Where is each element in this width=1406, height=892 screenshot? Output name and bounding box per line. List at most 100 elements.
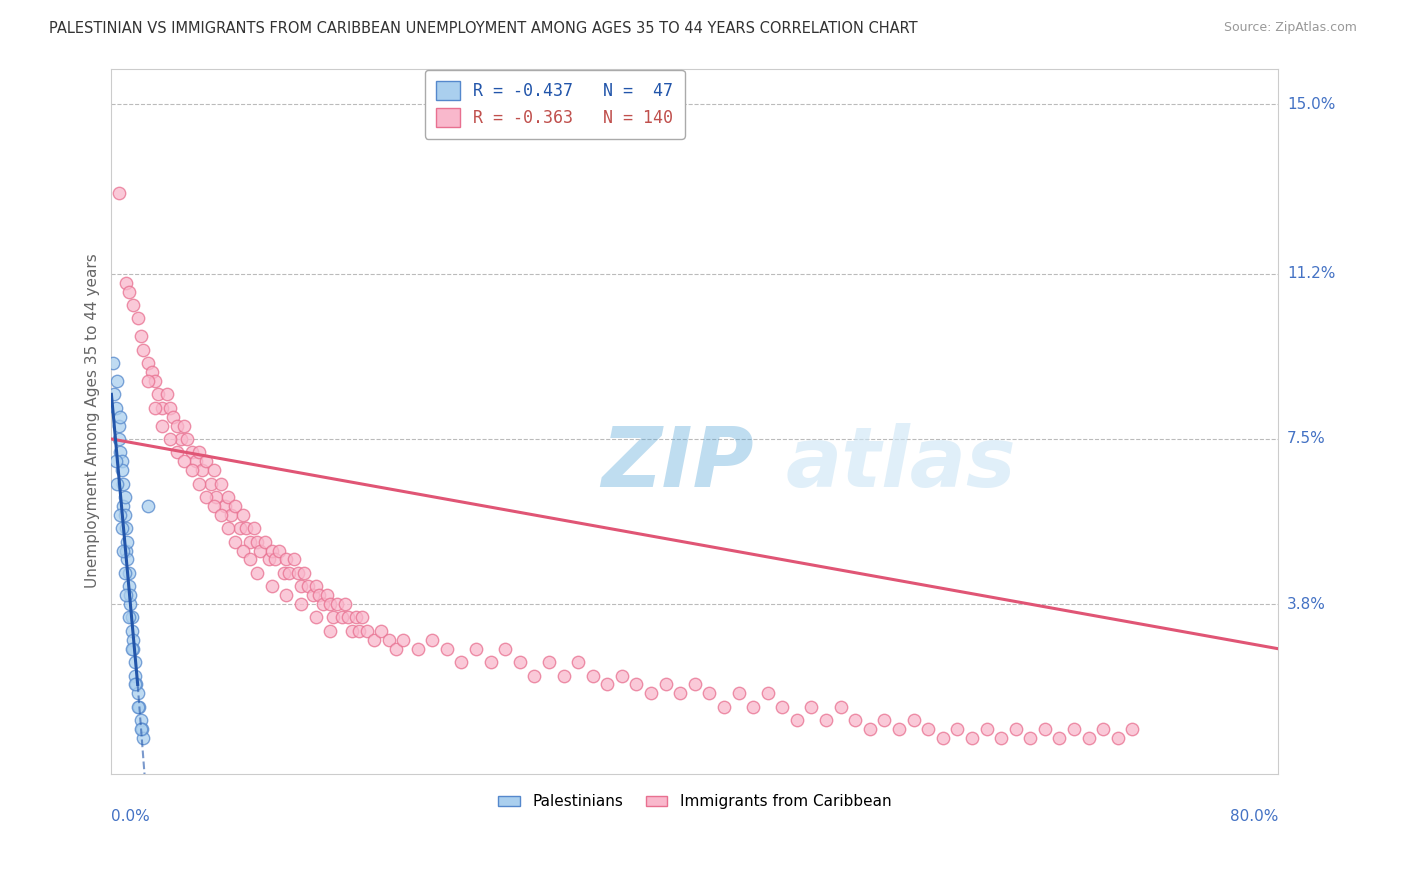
Point	[567, 655, 589, 669]
Point	[120, 588, 142, 602]
Point	[121, 641, 143, 656]
Point	[312, 597, 335, 611]
Point	[887, 722, 910, 736]
Point	[377, 632, 399, 647]
Point	[224, 534, 246, 549]
Point	[330, 610, 353, 624]
Point	[340, 624, 363, 638]
Point	[553, 668, 575, 682]
Point	[253, 534, 276, 549]
Point	[143, 401, 166, 415]
Point	[246, 566, 269, 580]
Point	[107, 432, 129, 446]
Point	[1092, 722, 1115, 736]
Point	[124, 677, 146, 691]
Point	[1063, 722, 1085, 736]
Point	[420, 632, 443, 647]
Point	[115, 588, 138, 602]
Point	[129, 713, 152, 727]
Point	[257, 552, 280, 566]
Point	[683, 677, 706, 691]
Point	[112, 499, 135, 513]
Point	[114, 566, 136, 580]
Point	[304, 610, 326, 624]
Point	[239, 534, 262, 549]
Point	[111, 521, 134, 535]
Point	[217, 521, 239, 535]
Point	[229, 521, 252, 535]
Point	[450, 655, 472, 669]
Point	[129, 329, 152, 343]
Point	[170, 432, 193, 446]
Point	[217, 490, 239, 504]
Point	[108, 508, 131, 522]
Point	[283, 552, 305, 566]
Point	[143, 374, 166, 388]
Point	[727, 686, 749, 700]
Point	[195, 490, 218, 504]
Point	[260, 543, 283, 558]
Point	[118, 579, 141, 593]
Point	[162, 409, 184, 424]
Point	[352, 610, 374, 624]
Text: atlas: atlas	[786, 423, 1017, 504]
Point	[104, 401, 127, 415]
Point	[205, 490, 228, 504]
Text: 80.0%: 80.0%	[1230, 809, 1278, 824]
Point	[115, 276, 138, 290]
Point	[278, 566, 301, 580]
Text: 15.0%: 15.0%	[1286, 96, 1336, 112]
Point	[243, 521, 266, 535]
Point	[114, 490, 136, 504]
Point	[319, 597, 342, 611]
Point	[176, 432, 198, 446]
Point	[152, 418, 174, 433]
Point	[127, 699, 149, 714]
Point	[124, 655, 146, 669]
Point	[132, 343, 155, 357]
Text: 7.5%: 7.5%	[1286, 432, 1326, 447]
Point	[249, 543, 271, 558]
Point	[326, 597, 349, 611]
Text: 0.0%: 0.0%	[111, 809, 150, 824]
Point	[120, 597, 142, 611]
Point	[180, 445, 202, 459]
Point	[301, 588, 323, 602]
Point	[1077, 731, 1099, 745]
Point	[316, 588, 339, 602]
Point	[509, 655, 531, 669]
Point	[101, 356, 124, 370]
Point	[1121, 722, 1143, 736]
Point	[108, 409, 131, 424]
Point	[260, 579, 283, 593]
Point	[873, 713, 896, 727]
Point	[105, 374, 128, 388]
Point	[239, 552, 262, 566]
Text: 11.2%: 11.2%	[1286, 267, 1336, 281]
Point	[770, 699, 793, 714]
Point	[136, 356, 159, 370]
Point	[297, 579, 319, 593]
Point	[669, 686, 692, 700]
Point	[108, 445, 131, 459]
Point	[129, 722, 152, 736]
Point	[159, 432, 181, 446]
Point	[976, 722, 998, 736]
Point	[112, 476, 135, 491]
Point	[202, 463, 225, 477]
Point	[385, 641, 408, 656]
Point	[276, 588, 298, 602]
Point	[200, 476, 222, 491]
Point	[112, 543, 135, 558]
Point	[610, 668, 633, 682]
Point	[115, 543, 138, 558]
Point	[287, 566, 309, 580]
Point	[523, 668, 546, 682]
Point	[263, 552, 285, 566]
Point	[180, 463, 202, 477]
Point	[127, 311, 149, 326]
Point	[173, 418, 195, 433]
Point	[107, 418, 129, 433]
Point	[276, 552, 298, 566]
Point	[815, 713, 838, 727]
